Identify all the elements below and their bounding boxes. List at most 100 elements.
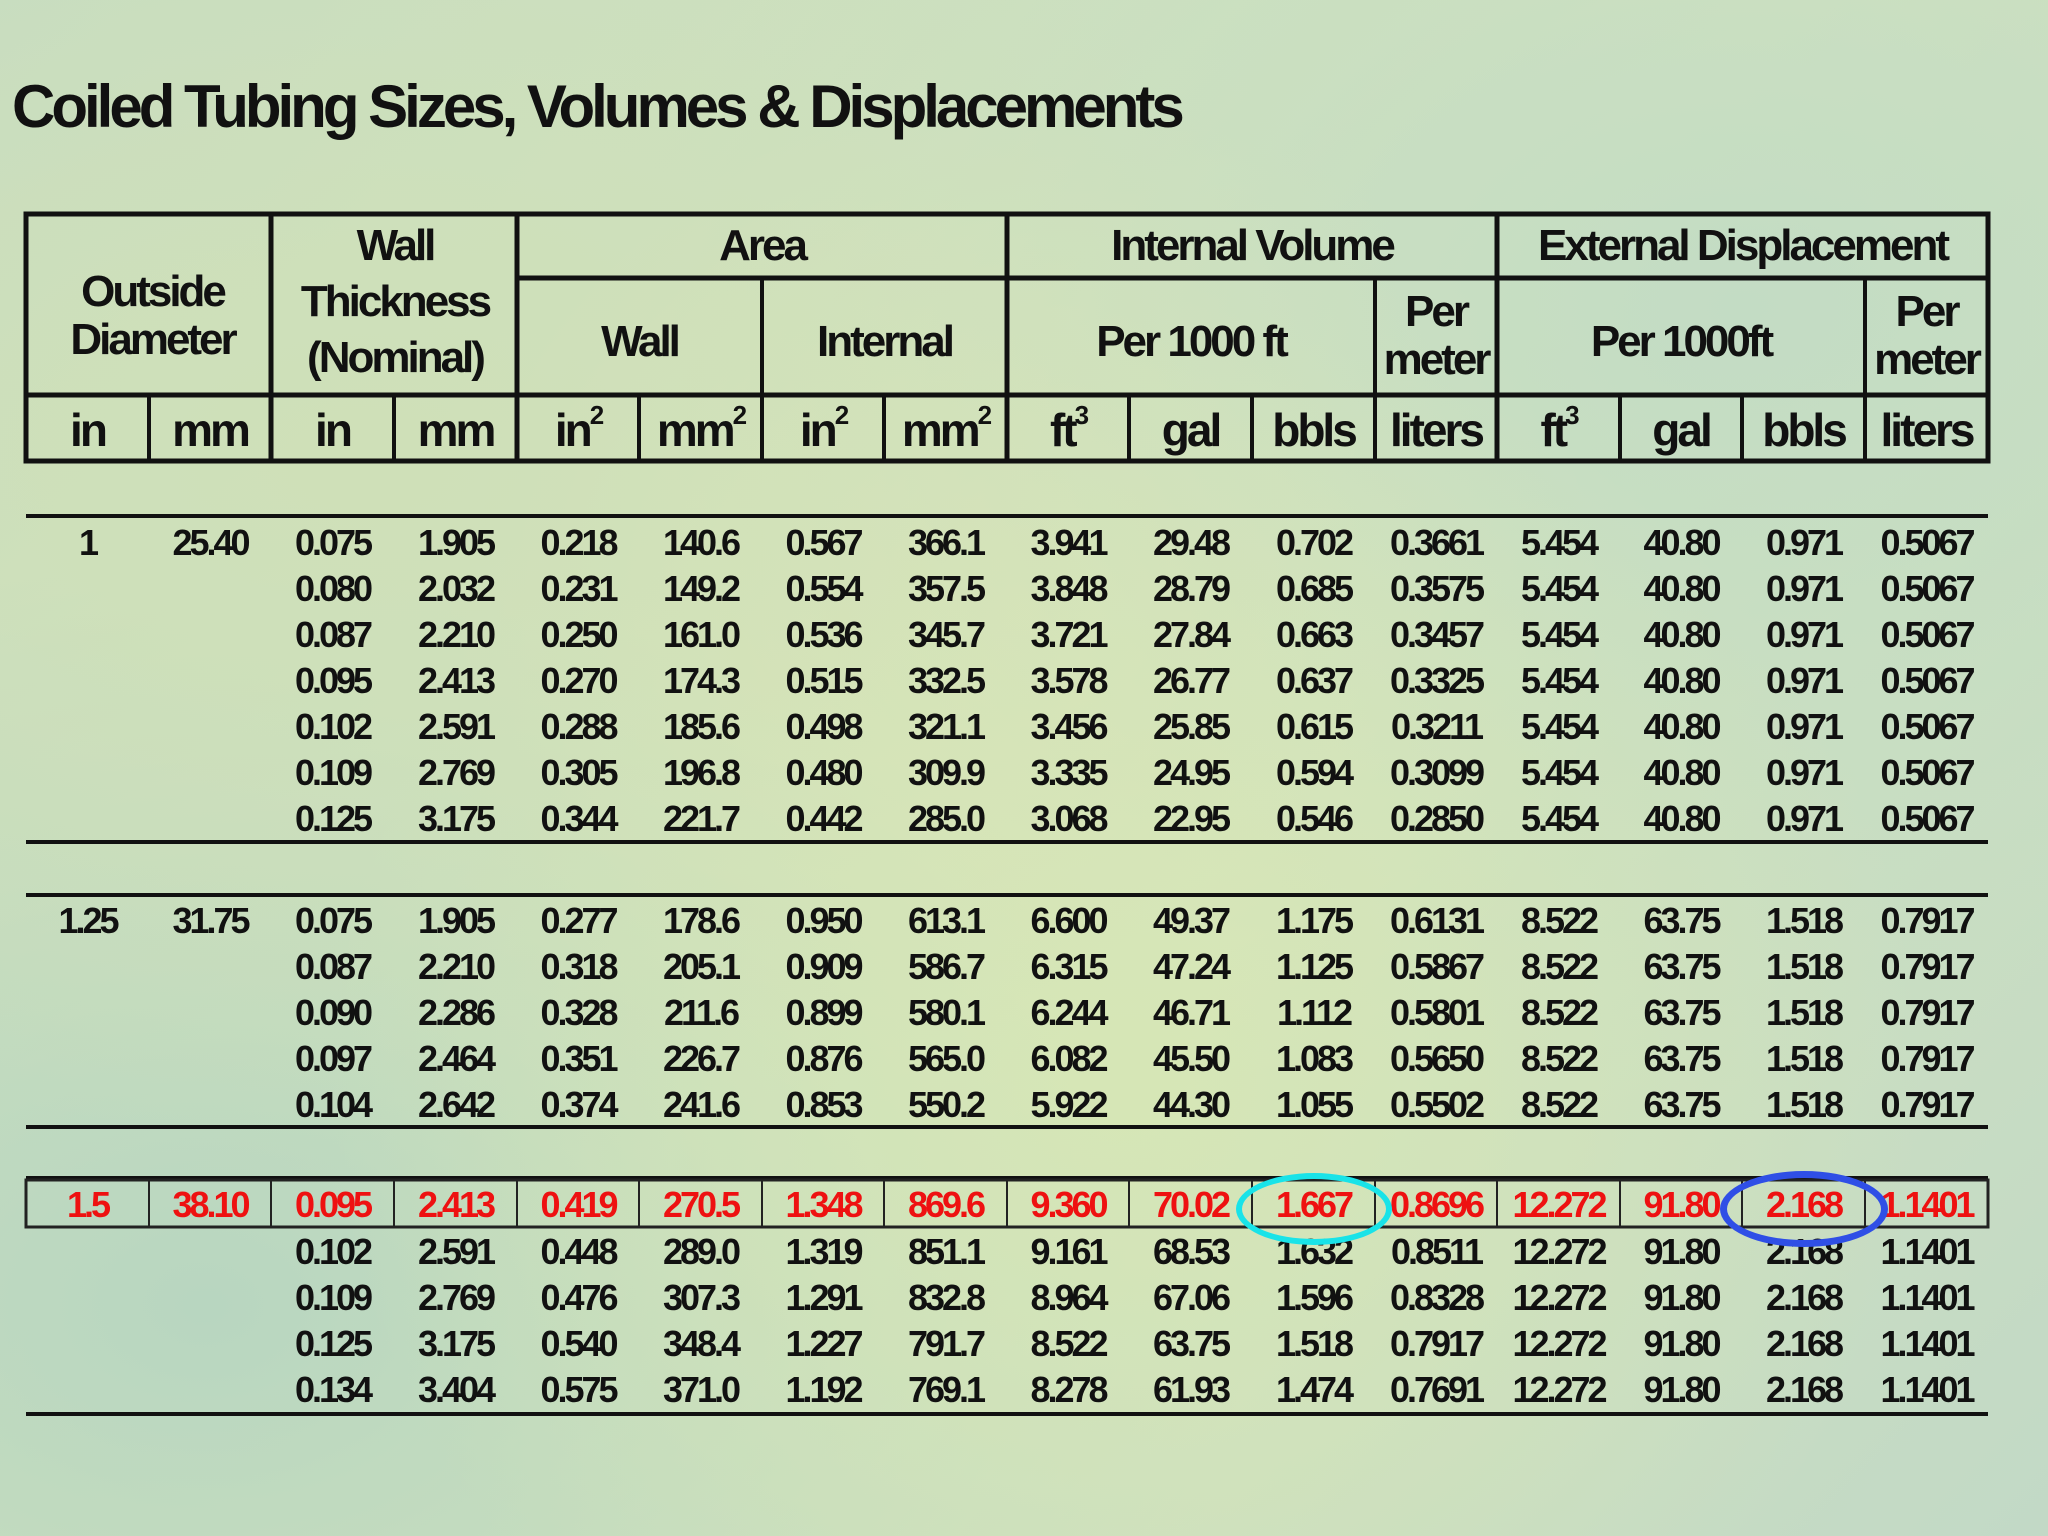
- table-cell-ed-ft3: 12.272: [1512, 1323, 1607, 1364]
- table-cell-od-in: 1.25: [58, 900, 119, 941]
- external-displacement-highlight-oval: [1720, 1171, 1888, 1247]
- unit-label: liters: [1880, 404, 1976, 456]
- table-cell-area-int-mm2: 357.5: [907, 568, 986, 609]
- unit-ed-gal: gal: [1620, 403, 1742, 457]
- unit-wall-mm: mm: [394, 403, 517, 457]
- table-cell-area-int-in2: 0.853: [785, 1084, 863, 1125]
- table-cell-iv-ft3: 6.244: [1030, 992, 1108, 1033]
- table-cell-area-int-in2: 0.567: [785, 522, 863, 563]
- table-cell-iv-liters: 0.3457: [1389, 614, 1485, 655]
- table-cell-iv-liters: 0.8511: [1390, 1231, 1484, 1272]
- unit-superscript: 3: [1074, 399, 1090, 430]
- unit-ed-bbls: bbls: [1742, 403, 1865, 457]
- table-cell-wall-mm: 2.413: [417, 660, 496, 701]
- table-cell-wall-mm: 2.464: [417, 1038, 496, 1079]
- unit-area-int-mm2: mm2: [884, 400, 1007, 457]
- table-cell-area-wall-mm2: 149.2: [662, 568, 741, 609]
- table-cell-od-in: 1.5: [66, 1184, 111, 1225]
- table-cell-iv-gal: 61.93: [1152, 1369, 1231, 1410]
- table-cell-iv-ft3: 9.360: [1030, 1184, 1108, 1225]
- unit-label: mm: [172, 404, 251, 456]
- table-cell-ed-ft3: 12.272: [1512, 1277, 1607, 1318]
- table-cell-ed-gal: 40.80: [1643, 522, 1721, 563]
- table-cell-area-int-mm2: 869.6: [907, 1184, 986, 1225]
- table-cell-ed-bbls: 1.518: [1765, 1038, 1844, 1079]
- table-cell-area-int-mm2: 586.7: [907, 946, 986, 987]
- table-cell-wall-in: 0.109: [294, 1277, 373, 1318]
- table-cell-wall-in: 0.087: [294, 946, 373, 987]
- table-cell-area-int-in2: 0.480: [785, 752, 863, 793]
- table-cell-wall-mm: 2.210: [417, 614, 496, 655]
- table-cell-area-int-in2: 1.192: [785, 1369, 863, 1410]
- header-wall-line3: (Nominal): [307, 333, 486, 382]
- header-internal-volume: Internal Volume: [1111, 221, 1396, 270]
- table-cell-area-wall-in2: 0.288: [540, 706, 618, 747]
- table-cell-iv-gal: 22.95: [1152, 798, 1231, 839]
- table-cell-wall-in: 0.087: [294, 614, 373, 655]
- unit-label: gal: [1652, 404, 1712, 456]
- table-cell-wall-mm: 2.413: [417, 1184, 496, 1225]
- unit-label: liters: [1390, 404, 1485, 456]
- table-cell-iv-liters: 0.3661: [1389, 522, 1485, 563]
- table-cell-wall-in: 0.134: [294, 1369, 373, 1410]
- table-cell-area-wall-in2: 0.328: [540, 992, 618, 1033]
- table-cell-iv-liters: 0.5801: [1389, 992, 1485, 1033]
- table-cell-iv-gal: 27.84: [1152, 614, 1231, 655]
- table-cell-area-wall-in2: 0.476: [540, 1277, 618, 1318]
- table-cell-iv-bbls: 1.596: [1275, 1277, 1354, 1318]
- table-cell-area-wall-mm2: 211.6: [663, 992, 740, 1033]
- table-cell-ed-ft3: 12.272: [1512, 1369, 1607, 1410]
- table-cell-area-int-mm2: 832.8: [907, 1277, 986, 1318]
- table-cell-area-wall-mm2: 371.0: [662, 1369, 741, 1410]
- unit-ed-liters: liters: [1865, 403, 1988, 457]
- table-cell-area-wall-in2: 0.344: [540, 798, 618, 839]
- table-cell-ed-bbls: 0.971: [1765, 752, 1844, 793]
- table-cell-ed-ft3: 8.522: [1520, 992, 1599, 1033]
- table-cell-iv-gal: 29.48: [1152, 522, 1231, 563]
- header-ed-per-meter: Per meter: [1865, 288, 1988, 384]
- unit-label: gal: [1161, 404, 1222, 456]
- table-cell-ed-bbls: 0.971: [1765, 660, 1844, 701]
- table-cell-wall-in: 0.097: [294, 1038, 373, 1079]
- table-cell-iv-gal: 24.95: [1152, 752, 1231, 793]
- header-external-displacement: External Displacement: [1538, 221, 1950, 270]
- table-cell-area-int-mm2: 565.0: [907, 1038, 986, 1079]
- table-cell-area-int-in2: 0.498: [785, 706, 863, 747]
- unit-area-int-in2: in2: [762, 400, 884, 457]
- table-cell-iv-ft3: 3.848: [1030, 568, 1108, 609]
- table-cell-ed-ft3: 5.454: [1520, 568, 1599, 609]
- table-cell-area-int-in2: 1.319: [785, 1231, 863, 1272]
- table-cell-iv-ft3: 3.721: [1030, 614, 1108, 655]
- table-cell-ed-gal: 63.75: [1643, 1038, 1721, 1079]
- table-cell-area-int-mm2: 285.0: [907, 798, 986, 839]
- table-cell-area-int-mm2: 345.7: [907, 614, 986, 655]
- unit-iv-gal: gal: [1129, 403, 1252, 457]
- table-cell-iv-ft3: 3.578: [1030, 660, 1108, 701]
- table-cell-iv-bbls: 1.125: [1275, 946, 1354, 987]
- table-cell-ed-liters: 1.1401: [1880, 1184, 1975, 1225]
- table-cell-area-wall-in2: 0.250: [540, 614, 618, 655]
- table-cell-area-wall-mm2: 196.8: [662, 752, 741, 793]
- table-cell-ed-gal: 63.75: [1643, 992, 1721, 1033]
- table-cell-area-int-mm2: 791.7: [907, 1323, 986, 1364]
- table-cell-ed-ft3: 5.454: [1520, 660, 1599, 701]
- table-cell-iv-liters: 0.3325: [1389, 660, 1485, 701]
- table-cell-iv-liters: 0.3211: [1390, 706, 1484, 747]
- table-cell-area-int-in2: 0.876: [785, 1038, 863, 1079]
- unit-label: bbls: [1762, 404, 1848, 456]
- table-cell-wall-in: 0.090: [294, 992, 373, 1033]
- table-cell-iv-gal: 46.71: [1152, 992, 1231, 1033]
- table-cell-iv-liters: 0.8328: [1389, 1277, 1485, 1318]
- table-cell-ed-ft3: 5.454: [1520, 706, 1599, 747]
- table-cell-area-wall-mm2: 221.7: [662, 798, 741, 839]
- table-cell-area-wall-mm2: 205.1: [662, 946, 741, 987]
- table-cell-wall-mm: 2.210: [417, 946, 496, 987]
- table-cell-ed-bbls: 0.971: [1765, 798, 1844, 839]
- table-cell-ed-gal: 91.80: [1643, 1231, 1721, 1272]
- table-cell-area-int-mm2: 321.1: [907, 706, 986, 747]
- table-cell-ed-gal: 40.80: [1643, 706, 1721, 747]
- table-cell-wall-in: 0.080: [294, 568, 373, 609]
- internal-volume-highlight-oval: [1236, 1173, 1392, 1245]
- table-cell-iv-gal: 49.37: [1152, 900, 1231, 941]
- header-iv-per-meter: Per meter: [1375, 288, 1497, 384]
